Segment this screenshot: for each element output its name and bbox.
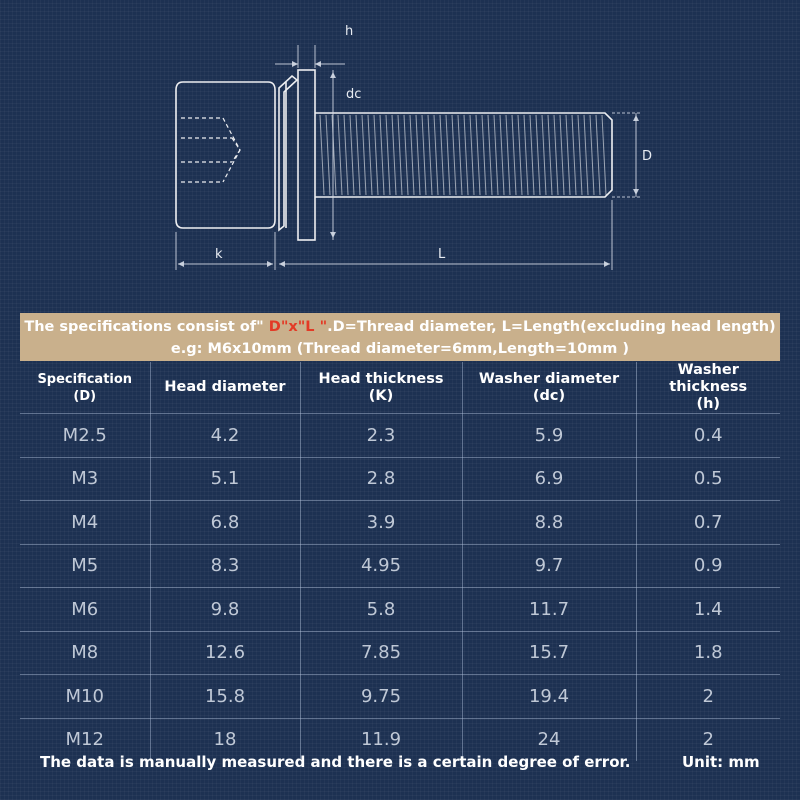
table-row: M10 15.8 9.75 19.4 2 [20, 674, 780, 719]
table-cell: 6.9 [462, 457, 637, 501]
table-cell: M6 [20, 587, 151, 632]
spec-table: Specification (D) Head diameter Head thic… [20, 362, 780, 761]
table-cell: 11.9 [300, 718, 463, 761]
table-cell: 8.3 [150, 544, 301, 588]
table-cell: 2.3 [300, 413, 463, 458]
table-row: M8 12.6 7.85 15.7 1.8 [20, 631, 780, 675]
table-cell: 6.8 [150, 500, 301, 545]
table-cell: 4.2 [150, 413, 301, 458]
footer: The data is manually measured and there … [0, 748, 800, 778]
table-cell: 3.9 [300, 500, 463, 545]
table-cell: 0.7 [636, 500, 780, 545]
table-row: M6 9.8 5.8 11.7 1.4 [20, 587, 780, 632]
specification-banner: The specifications consist of" D"x"L ".D… [20, 313, 780, 361]
table-cell: 5.9 [462, 413, 637, 458]
table-cell: 19.4 [462, 674, 637, 719]
table-cell: 24 [462, 718, 637, 761]
table-cell: M12 [20, 718, 151, 761]
table-cell: M8 [20, 631, 151, 675]
table-cell: 9.8 [150, 587, 301, 632]
table-cell: 0.5 [636, 457, 780, 501]
table-cell: 2 [702, 729, 714, 751]
header-head-diameter: Head diameter [150, 362, 301, 414]
spec-table-body: M2.5 4.2 2.3 5.9 0.4 M3 5.1 2.8 6.9 0.5 M4 6.8 3.9 8.… [20, 413, 780, 761]
table-cell: M5 [20, 544, 151, 588]
table-cell: M2.5 [20, 413, 151, 458]
table-row: M4 6.8 3.9 8.8 0.7 [20, 500, 780, 545]
header-washer-thickness: Washer thickness (h) [636, 362, 780, 414]
header-specification: Specification (D) [20, 362, 151, 414]
table-cell: 2 [636, 674, 780, 719]
flat-washer [297, 69, 316, 241]
table-cell: M3 [20, 457, 151, 501]
label-dc: dc [346, 87, 361, 102]
table-cell: 15.7 [462, 631, 637, 675]
unit-label: Unit: mm [682, 753, 760, 771]
header-head-thickness: Head thickness (K) [300, 362, 463, 414]
table-cell: 4.95 [300, 544, 463, 588]
table-cell: 5.8 [300, 587, 463, 632]
table-row: M3 5.1 2.8 6.9 0.5 [20, 457, 780, 501]
thread [319, 114, 607, 196]
table-cell: 11.7 [462, 587, 637, 632]
hex-socket [181, 117, 241, 183]
table-cell: M4 [20, 500, 151, 545]
spring-washer [278, 74, 299, 232]
measurement-note: The data is manually measured and there … [40, 753, 631, 771]
table-cell: M10 [20, 674, 151, 719]
screw-shank [315, 112, 613, 198]
label-L: L [438, 247, 446, 262]
header-washer-diameter: Washer diameter (dc) [462, 362, 637, 414]
label-D: D [642, 149, 652, 164]
table-row: M5 8.3 4.95 9.7 0.9 [20, 544, 780, 588]
table-header-row: Specification (D) Head diameter Head thic… [20, 362, 780, 414]
table-row: M12 18 11.9 24 2 [20, 718, 780, 761]
table-cell: 9.7 [462, 544, 637, 588]
spec-banner-line1: The specifications consist of" D"x"L ".D… [24, 319, 776, 335]
screw-dimension-diagram: h dc D k L [175, 24, 652, 270]
table-cell: 1.8 [636, 631, 780, 675]
table-cell: 9.75 [300, 674, 463, 719]
label-k: k [215, 247, 223, 262]
table-cell: 8.8 [462, 500, 637, 545]
screw-head [175, 81, 276, 229]
spec-highlight: D"x"L " [263, 319, 328, 335]
table-cell: 1.4 [636, 587, 780, 632]
table-cell: 15.8 [150, 674, 301, 719]
label-h: h [345, 24, 353, 39]
table-cell: 5.1 [150, 457, 301, 501]
spec-banner-line2: e.g: M6x10mm (Thread diameter=6mm,Length… [170, 341, 630, 357]
table-cell: 2.8 [300, 457, 463, 501]
table-cell: 18 [150, 718, 301, 761]
table-cell: 0.4 [636, 413, 780, 458]
table-cell: 7.85 [300, 631, 463, 675]
table-cell: 0.9 [636, 544, 780, 588]
table-cell: 12.6 [150, 631, 301, 675]
table-row: M2.5 4.2 2.3 5.9 0.4 [20, 413, 780, 458]
